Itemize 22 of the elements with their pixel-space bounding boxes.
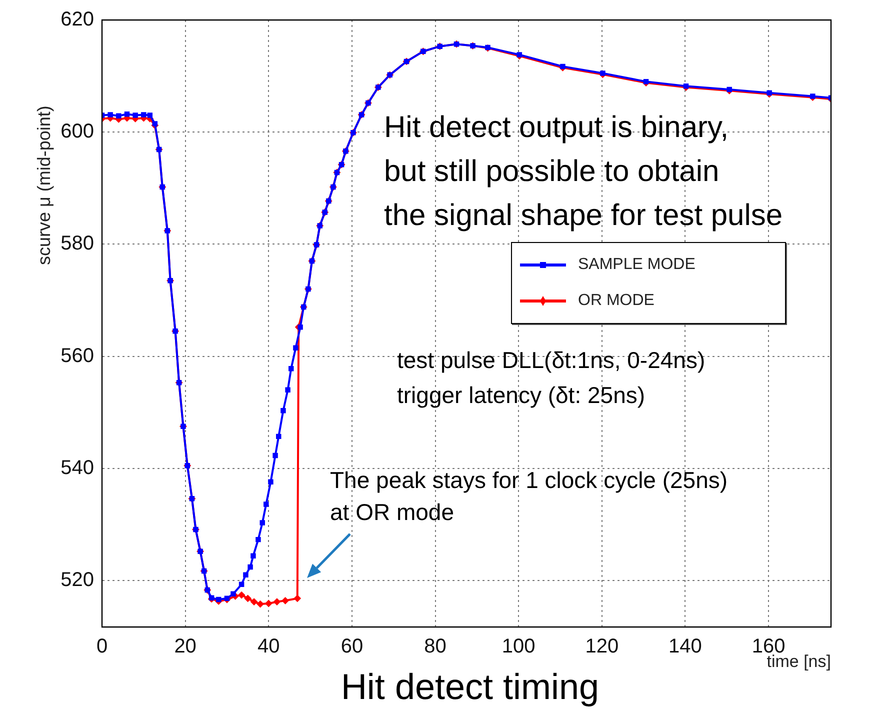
x-tick-label: 60 <box>340 636 364 658</box>
annotation: Hit detect output is binary, but still possible to obtain the signal shape for test pulse <box>384 110 783 234</box>
y-tick-label: 540 <box>60 456 94 479</box>
x-tick-label: 120 <box>585 636 619 658</box>
y-axis-title: scurve μ (mid-point) <box>34 106 55 265</box>
x-axis-title: time [ns] <box>766 652 831 672</box>
y-tick-label: 580 <box>60 232 94 255</box>
y-tick-label: 620 <box>60 8 94 31</box>
text: Hit detect timing <box>340 666 600 707</box>
annotation: The peak stays for 1 clock cycle (25ns) at OR mode <box>330 466 728 527</box>
x-tick-label: 80 <box>424 636 446 658</box>
y-tick-label: 520 <box>60 568 94 591</box>
x-tick-label: 20 <box>174 636 196 658</box>
annotation: test pulse DLL(δt:1ns, 0-24ns) trigger latency (δt: 25ns) <box>397 346 706 410</box>
x-tick-label: 100 <box>502 636 536 658</box>
y-tick-label: 560 <box>60 344 94 367</box>
legend-label: SAMPLE MODE <box>578 256 696 274</box>
legend-label: OR MODE <box>578 292 654 310</box>
x-tick-label: 40 <box>258 636 280 658</box>
y-tick-label: 600 <box>60 120 94 143</box>
x-tick-label: 0 <box>96 636 108 658</box>
x-tick-label: 140 <box>668 636 702 658</box>
